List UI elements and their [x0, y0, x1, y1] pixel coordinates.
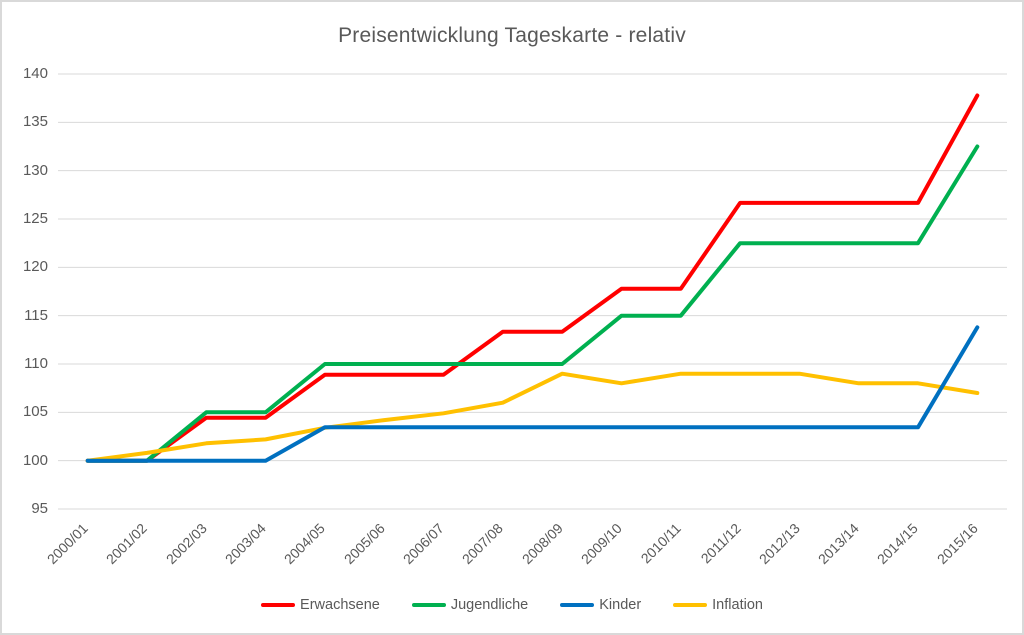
legend: Erwachsene Jugendliche Kinder Inflation	[2, 597, 1022, 613]
legend-line-icon	[673, 603, 708, 607]
y-axis-label: 120	[22, 258, 48, 276]
legend-line-icon	[411, 603, 446, 607]
series-line-kinder	[85, 325, 980, 463]
y-axis-label: 100	[22, 451, 48, 469]
legend-item-label: Jugendliche	[450, 597, 529, 613]
y-axis-label: 130	[22, 161, 48, 179]
y-axis-label: 110	[24, 355, 48, 372]
y-axis-label: 115	[24, 306, 48, 324]
series-line-jugendliche	[85, 144, 980, 463]
legend-item-kinder: Kinder	[560, 597, 641, 613]
legend-item-jugendliche: Jugendliche	[411, 597, 529, 613]
y-axis-label: 135	[22, 113, 48, 131]
y-axis-label: 105	[22, 403, 48, 421]
series-line-erwachsene	[85, 93, 980, 463]
legend-item-label: Erwachsene	[300, 597, 380, 613]
legend-item-erwachsene: Erwachsene	[261, 597, 380, 613]
legend-item-label: Kinder	[599, 597, 642, 613]
y-axis-label: 140	[22, 65, 48, 82]
chart-title: Preisentwicklung Tageskarte - relativ	[338, 24, 686, 47]
legend-line-icon	[261, 603, 296, 607]
y-axis-label: 95	[31, 500, 48, 517]
series-line-inflation	[85, 371, 980, 463]
legend-line-icon	[560, 603, 595, 607]
legend-item-label: Inflation	[712, 597, 763, 613]
y-axis-label: 125	[22, 210, 48, 227]
legend-item-inflation: Inflation	[673, 597, 763, 613]
